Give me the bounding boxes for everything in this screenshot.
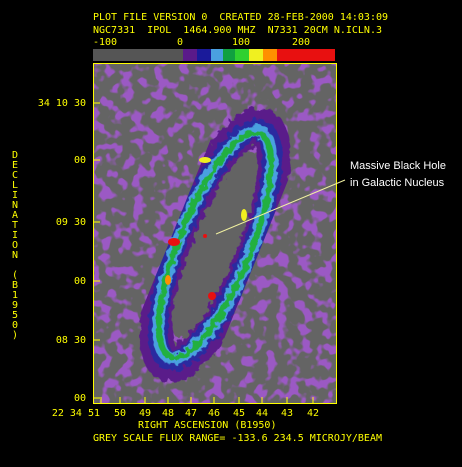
y-tick-label: 00 (74, 155, 86, 166)
colorbar-label: 100 (232, 37, 250, 48)
radio-image (94, 64, 336, 403)
header-line: PLOT FILE VERSION 0 CREATED 28-FEB-2000 … (93, 12, 388, 23)
x-tick-label: 48 (162, 408, 174, 419)
colorbar-label: 0 (177, 37, 183, 48)
y-tick-label: 08 30 (56, 335, 86, 346)
annotation-pointer (215, 179, 346, 235)
annotation: in Galactic Nucleus (350, 177, 445, 189)
footer: GREY SCALE FLUX RANGE= -133.6 234.5 MICR… (93, 433, 382, 444)
x-tick-label: 50 (114, 408, 126, 419)
y-tick-label: 00 (74, 393, 86, 404)
annotation: Massive Black Hole (350, 160, 446, 172)
y-tick-label: 00 (74, 276, 86, 287)
x-tick-label: 43 (281, 408, 293, 419)
x-tick-label: 49 (139, 408, 151, 419)
x-axis-title: RIGHT ASCENSION (B1950) (138, 420, 276, 431)
colorbar-label: -100 (93, 37, 117, 48)
colorbar (93, 49, 335, 61)
x-tick-label: 42 (307, 408, 319, 419)
plot-frame (93, 63, 337, 404)
y-axis-title: DECLINATION (B1950) (10, 150, 21, 340)
colorbar-label: 200 (292, 37, 310, 48)
x-tick-label: 44 (256, 408, 268, 419)
y-tick-label: 34 10 30 (38, 98, 86, 109)
header-line: NGC7331 IPOL 1464.900 MHZ N7331 20CM N.I… (93, 25, 382, 36)
x-tick-label: 47 (185, 408, 197, 419)
x-tick-label: 46 (208, 408, 220, 419)
y-tick-label: 09 30 (56, 217, 86, 228)
x-tick-label: 45 (233, 408, 245, 419)
x-tick-label: 22 34 51 (52, 408, 100, 419)
